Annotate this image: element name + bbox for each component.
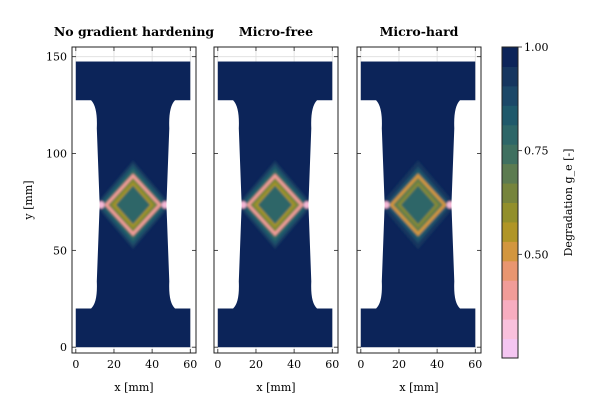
panel-title: Micro-hard	[380, 24, 459, 39]
colorbar-label: Degradation g_e [-]	[562, 149, 575, 257]
panel-3: 0 20 40 60 Micro-hard x [mm]	[356, 24, 482, 394]
colorbar-frame	[501, 46, 519, 359]
panel-2: 0 20 40 60 Micro-free x [mm]	[213, 24, 339, 394]
colorbar-tick-label: 0.75	[524, 145, 549, 158]
colorbar-segment	[502, 299, 518, 320]
cutout-right	[166, 100, 196, 309]
colorbar-segment	[502, 144, 518, 165]
damage-core	[257, 185, 293, 225]
colorbar-segment	[502, 47, 518, 67]
colorbar-segment	[502, 260, 518, 281]
x-axis-label: x [mm]	[399, 381, 438, 394]
x-tick-label: 0	[357, 358, 364, 371]
y-axis-label: y [mm]	[22, 180, 35, 220]
x-tick-label: 40	[430, 358, 444, 371]
cutout-left	[357, 100, 385, 309]
damage-band	[389, 173, 447, 237]
damage-band	[246, 173, 304, 237]
colorbar-segment	[502, 202, 518, 223]
colorbar-segment	[502, 241, 518, 262]
cutout-left	[72, 100, 100, 309]
panel-title: No gradient hardening	[54, 24, 215, 39]
panel-title: Micro-free	[239, 24, 313, 39]
colorbar-segment	[502, 221, 518, 242]
colorbar-tick-label: 1.00	[524, 41, 549, 54]
damage-field	[236, 160, 314, 250]
x-axis-label: x [mm]	[114, 381, 153, 394]
y-tick-label: 50	[53, 244, 67, 257]
x-tick-label: 60	[468, 358, 482, 371]
x-tick-label: 40	[287, 358, 301, 371]
colorbar: 0.50 0.75 1.00 Degradation g_e [-]	[501, 41, 575, 359]
axes-frame	[213, 46, 339, 354]
colorbar-segment	[502, 124, 518, 145]
x-tick-label: 0	[72, 358, 79, 371]
y-tick-label: 0	[60, 341, 67, 354]
colorbar-segment	[502, 163, 518, 184]
damage-core	[115, 185, 151, 225]
damage-field	[94, 160, 172, 250]
colorbar-segment	[502, 183, 518, 203]
colorbar-segment	[502, 338, 518, 359]
panel-1: 0 20 40 60 0 50 100 150 No gradient hardening x […	[22, 24, 214, 394]
x-tick-label: 20	[392, 358, 406, 371]
y-tick-label: 150	[46, 51, 67, 64]
x-tick-label: 40	[145, 358, 159, 371]
x-tick-label: 0	[214, 358, 221, 371]
damage-band	[104, 173, 162, 237]
axes-frame	[71, 46, 197, 354]
x-tick-label: 20	[249, 358, 263, 371]
colorbar-segment	[502, 105, 518, 126]
damage-core	[400, 185, 436, 225]
x-tick-label: 60	[183, 358, 197, 371]
cutout-right	[451, 100, 481, 309]
cutout-left	[214, 100, 242, 309]
colorbar-segment	[502, 319, 518, 340]
colorbar-segment	[502, 66, 518, 87]
colorbar-segment	[502, 280, 518, 301]
x-tick-label: 60	[325, 358, 339, 371]
axes-frame	[356, 46, 482, 354]
y-tick-label: 100	[46, 148, 67, 161]
colorbar-segment	[502, 85, 518, 106]
x-axis-label: x [mm]	[256, 381, 295, 394]
x-tick-label: 20	[107, 358, 121, 371]
colorbar-tick-label: 0.50	[524, 248, 549, 261]
cutout-right	[308, 100, 338, 309]
damage-field	[379, 160, 457, 250]
